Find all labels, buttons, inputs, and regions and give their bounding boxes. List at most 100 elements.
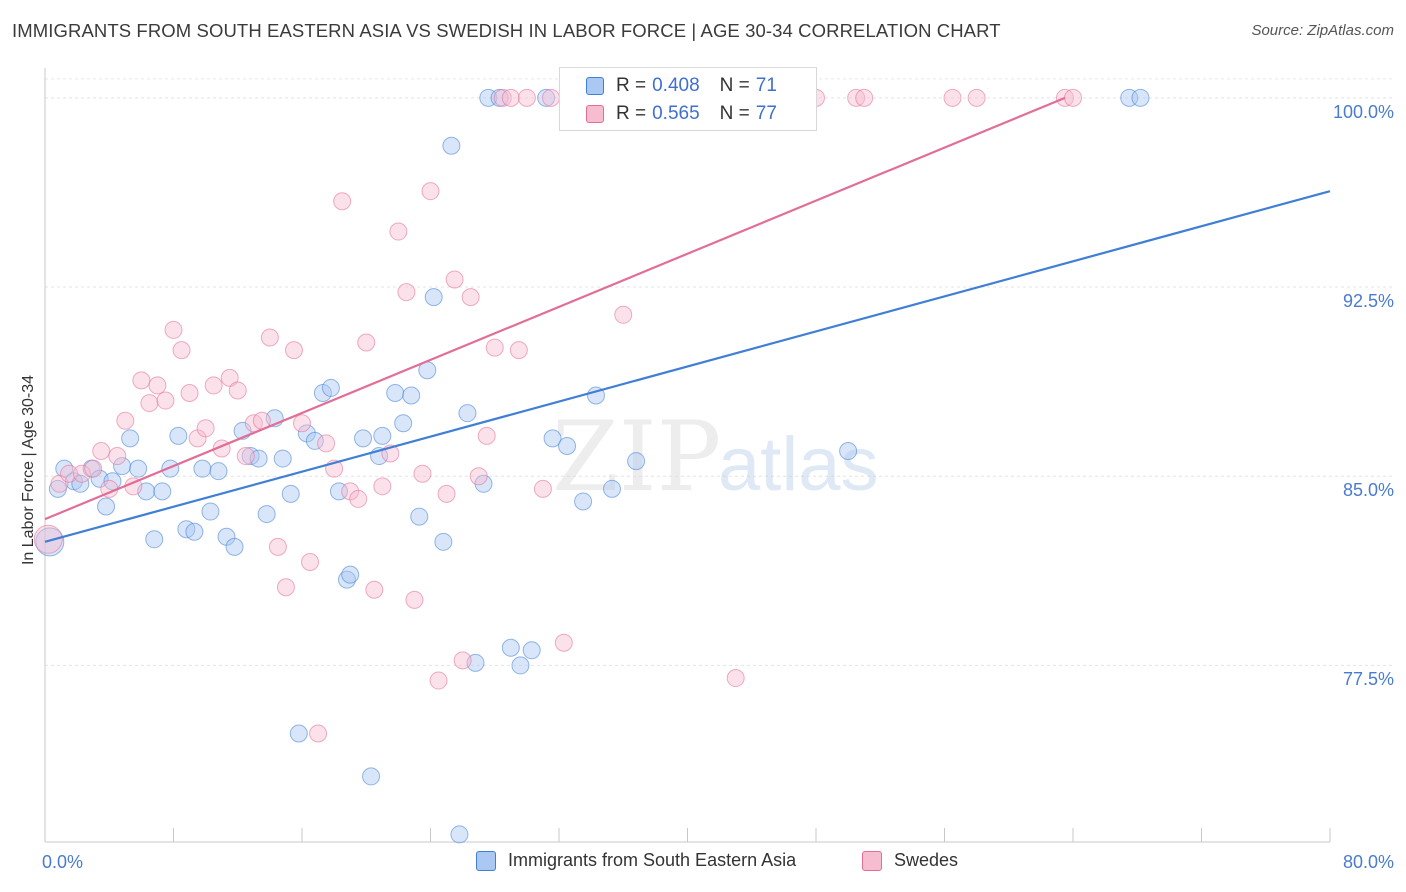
data-point xyxy=(228,381,247,400)
y-tick-label: 85.0% xyxy=(1342,480,1394,501)
data-point xyxy=(257,505,276,524)
data-point xyxy=(161,459,180,478)
data-point xyxy=(421,182,440,201)
watermark-zip: ZIP xyxy=(552,401,721,513)
data-point xyxy=(305,431,324,450)
data-point xyxy=(180,383,199,402)
data-point xyxy=(434,532,453,551)
n-value: 71 xyxy=(755,75,777,96)
data-point xyxy=(132,371,151,390)
legend-row-swedes: R = 0.565 N = 77 xyxy=(560,101,783,127)
data-point xyxy=(509,341,528,360)
data-point xyxy=(337,570,356,589)
data-point xyxy=(33,524,63,554)
legend-swatch-blue xyxy=(476,850,496,871)
data-point xyxy=(236,447,255,466)
watermark: ZIP atlas xyxy=(552,401,879,513)
data-point xyxy=(289,724,308,743)
data-point xyxy=(522,641,541,660)
legend-row-immigrants: R = 0.408 N = 71 xyxy=(560,73,783,99)
data-point xyxy=(72,464,91,483)
legend-swatch-pink xyxy=(586,105,604,123)
correlation-legend: R = 0.408 N = 71 R = 0.565 N = 77 xyxy=(559,67,817,131)
data-point xyxy=(461,288,480,307)
n-value: 77 xyxy=(755,103,777,124)
data-point xyxy=(341,565,360,584)
data-point xyxy=(121,429,140,448)
data-point xyxy=(293,414,311,433)
data-point xyxy=(301,552,320,571)
data-point xyxy=(429,671,448,690)
data-point xyxy=(543,429,562,448)
trend-lines xyxy=(44,96,1331,543)
data-point xyxy=(537,88,556,107)
gridlines xyxy=(45,78,1395,666)
y-tick-label: 92.5% xyxy=(1342,291,1394,312)
data-point xyxy=(839,442,858,460)
data-point xyxy=(148,376,167,395)
data-point xyxy=(603,479,622,498)
data-point xyxy=(450,825,469,844)
data-point xyxy=(726,669,745,688)
data-point xyxy=(97,497,116,516)
data-point xyxy=(413,464,432,483)
series-legend: Immigrants from South Eastern Asia Swede… xyxy=(0,850,1406,878)
data-point xyxy=(943,88,962,107)
r-value: 0.408 xyxy=(652,75,700,96)
data-point xyxy=(453,651,472,670)
data-point xyxy=(365,580,384,599)
data-point xyxy=(156,391,175,410)
data-point xyxy=(501,88,520,107)
data-point xyxy=(517,88,536,107)
data-point xyxy=(373,477,392,496)
data-point xyxy=(276,578,295,597)
data-point xyxy=(281,484,300,503)
data-point xyxy=(169,426,188,445)
n-label: N = xyxy=(719,103,750,124)
legend-label-immigrants: Immigrants from South Eastern Asia xyxy=(508,850,797,870)
data-point xyxy=(35,527,65,557)
data-point xyxy=(108,447,127,466)
source-credit: Source: ZipAtlas.com xyxy=(1251,22,1394,39)
data-point xyxy=(1131,88,1150,107)
data-point xyxy=(511,656,530,675)
data-point xyxy=(485,338,504,357)
data-point xyxy=(268,537,287,556)
data-point xyxy=(220,368,239,387)
data-point xyxy=(394,414,413,433)
data-point xyxy=(321,378,340,397)
data-point xyxy=(116,411,135,430)
legend-item-swedes: Swedes xyxy=(862,850,958,871)
trend-line xyxy=(44,96,1066,521)
data-point xyxy=(397,283,416,302)
y-tick-label: 100.0% xyxy=(1332,101,1394,122)
data-point xyxy=(50,474,69,493)
data-point xyxy=(140,394,159,413)
trend-line xyxy=(44,190,1331,543)
legend-swatch-blue xyxy=(586,77,604,95)
data-point xyxy=(193,459,212,478)
data-point xyxy=(60,464,79,483)
r-label: R = xyxy=(616,103,647,124)
data-point xyxy=(362,767,381,786)
data-point xyxy=(967,88,986,107)
data-point xyxy=(405,590,424,609)
data-point xyxy=(164,320,183,339)
legend-swatch-pink xyxy=(862,850,882,871)
data-point xyxy=(196,419,215,438)
data-point xyxy=(273,449,292,468)
data-point xyxy=(145,530,164,549)
data-point xyxy=(424,288,443,307)
data-point xyxy=(386,383,405,402)
data-point xyxy=(442,136,461,155)
data-point xyxy=(209,462,228,481)
data-point xyxy=(333,192,352,211)
data-point xyxy=(574,492,593,511)
data-point xyxy=(204,376,223,395)
y-tick-label: 77.5% xyxy=(1342,669,1394,690)
data-point xyxy=(349,489,368,508)
data-point xyxy=(373,426,392,445)
data-point xyxy=(855,88,874,107)
series-swedes xyxy=(33,88,1082,743)
